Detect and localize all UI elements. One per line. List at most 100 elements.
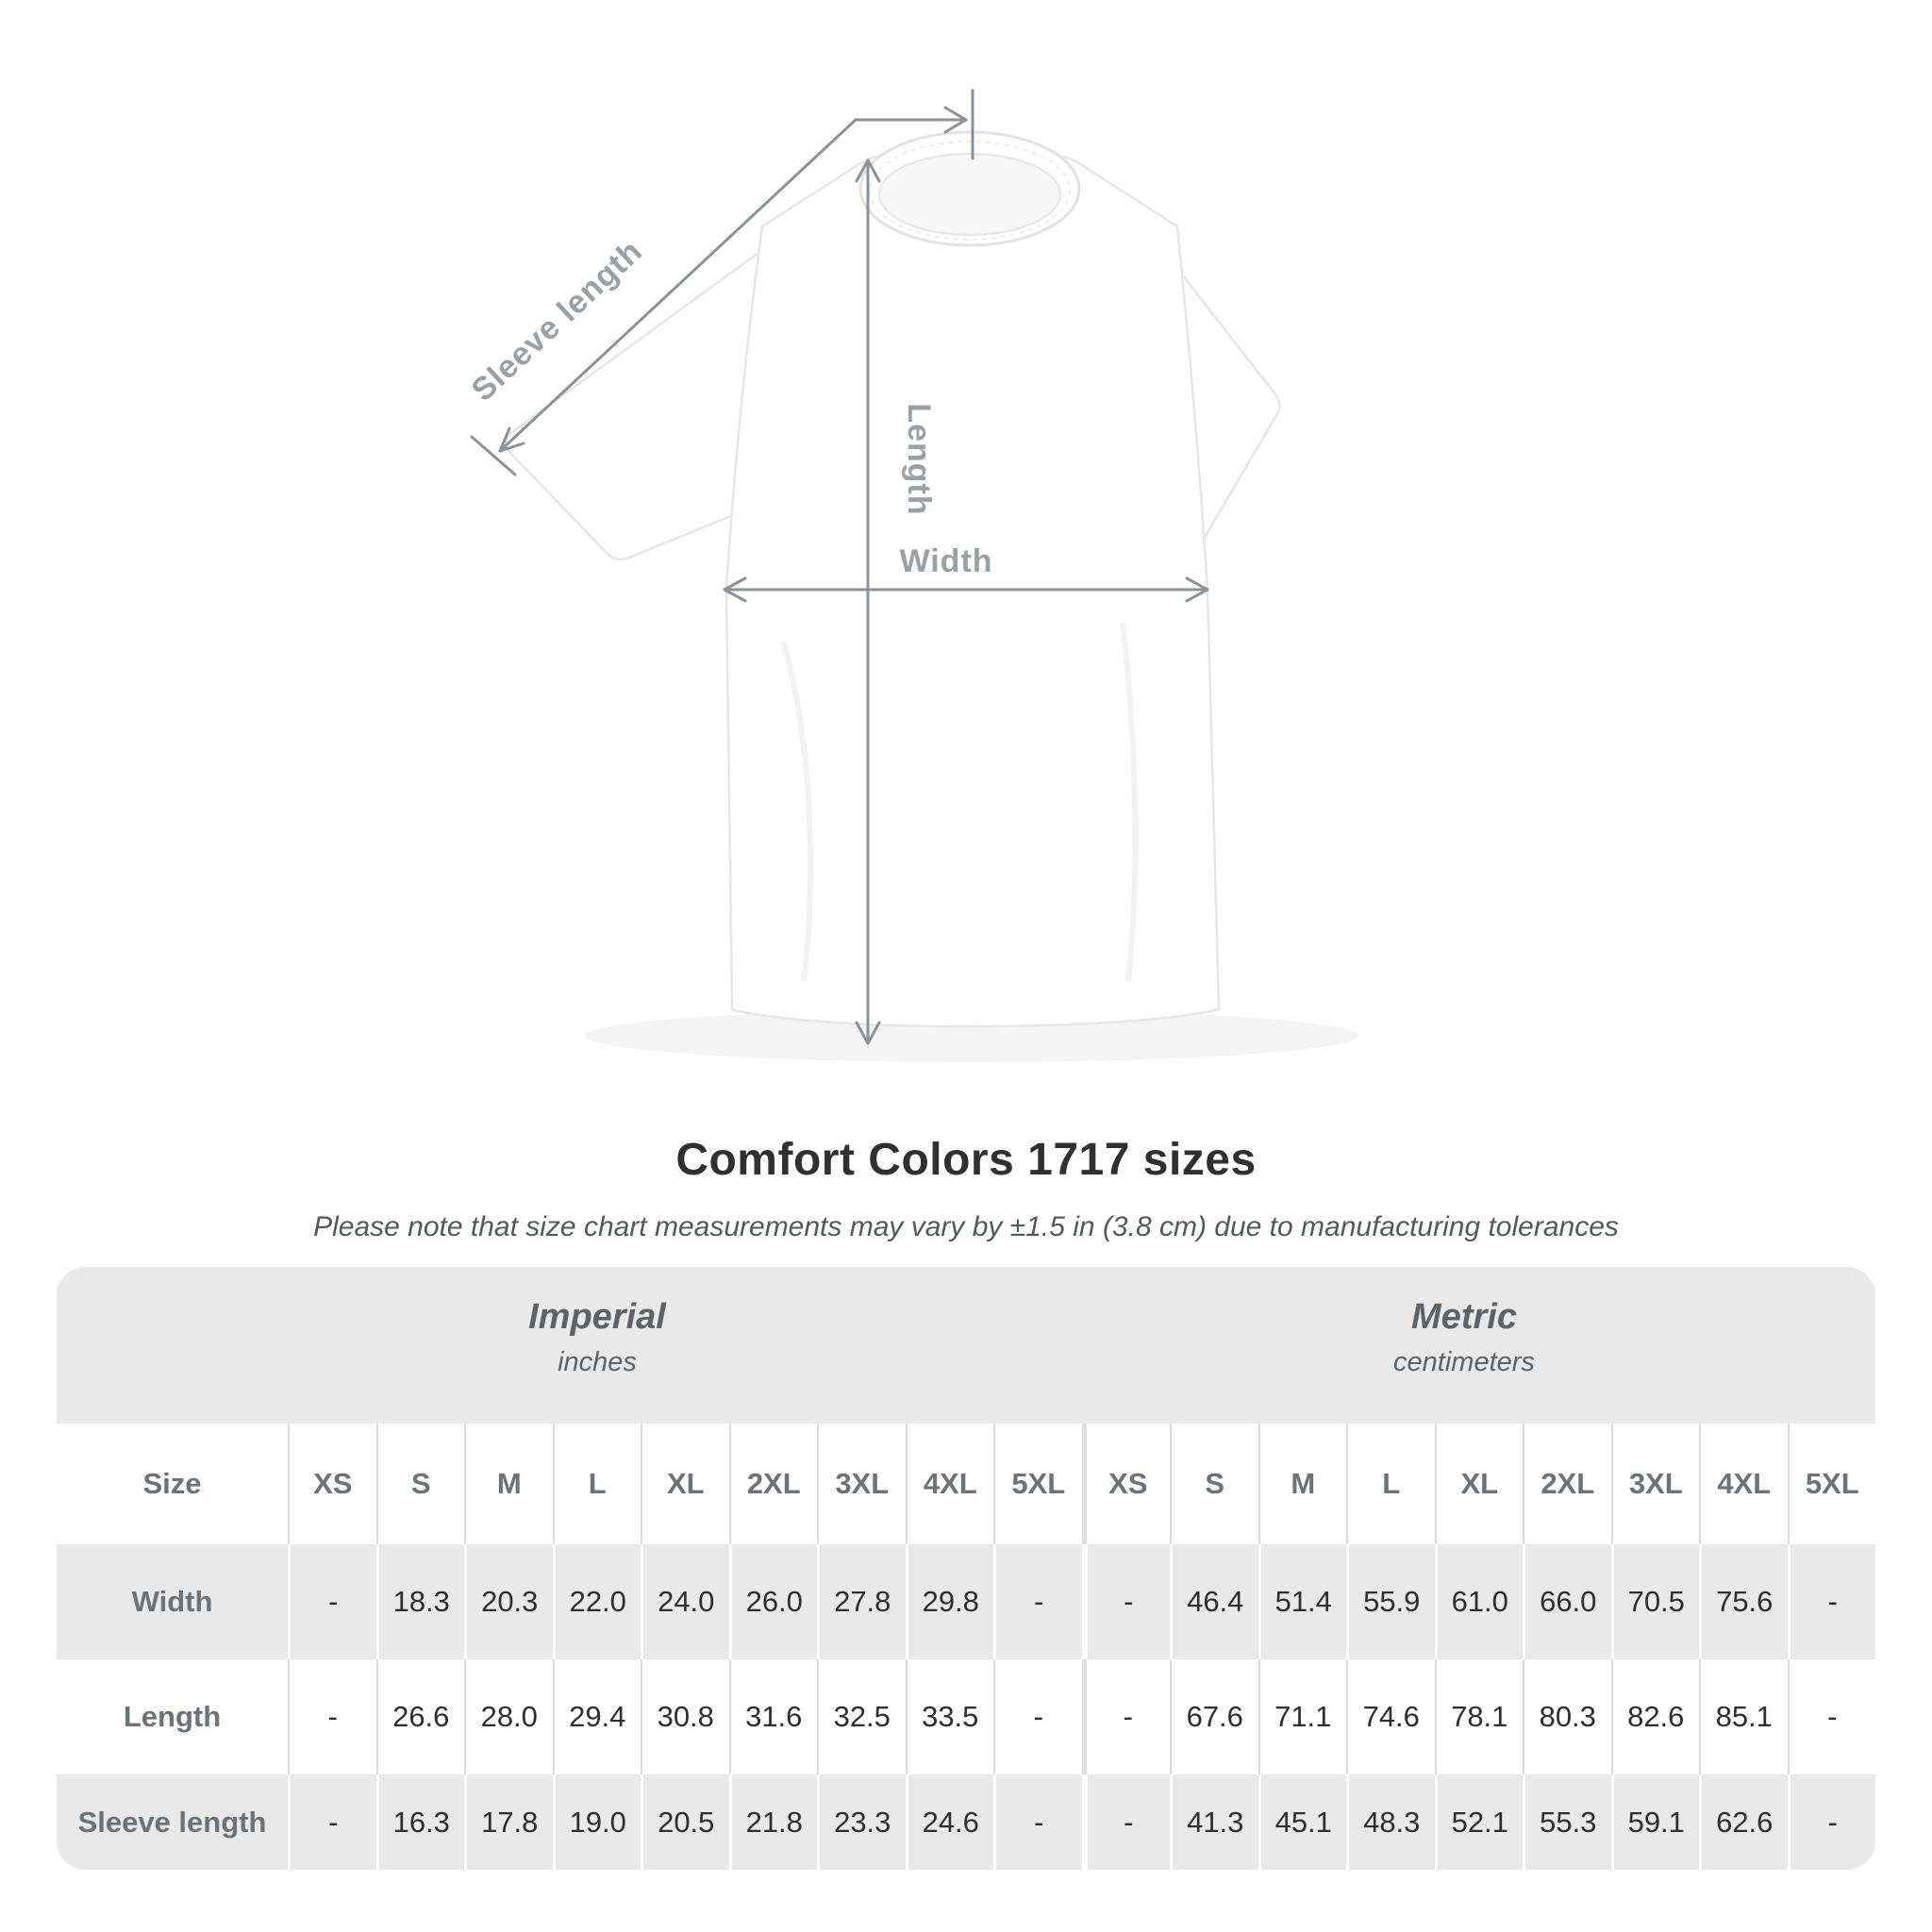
row-label: Width (131, 1585, 213, 1618)
size-column-header: Size (142, 1467, 202, 1500)
size-cell-metric: 3XL (1610, 1424, 1700, 1544)
size-cell-metric: L (1346, 1424, 1435, 1544)
value-cell: 32.5 (817, 1659, 906, 1774)
value-cell: - (1081, 1544, 1171, 1659)
tshirt-left-sleeve (505, 221, 802, 561)
size-cell-imperial: M (464, 1424, 553, 1544)
value-cell: 22.0 (552, 1544, 641, 1659)
value-cell: 66.0 (1523, 1544, 1611, 1659)
tshirt-collar-inner (878, 153, 1061, 236)
value-cell: - (1787, 1774, 1876, 1870)
size-cell-metric: XS (1081, 1424, 1171, 1544)
size-cell-metric: 2XL (1523, 1424, 1611, 1544)
metric-unit: centimeters (1393, 1347, 1535, 1377)
tshirt-body (724, 145, 1221, 1028)
size-cell-imperial: L (552, 1424, 641, 1544)
measurement-lines (470, 89, 1209, 1045)
value-cell: - (1081, 1774, 1171, 1870)
tshirt-graphic (505, 130, 1281, 1028)
value-cell: - (1787, 1544, 1876, 1659)
size-header-row: Size XS S M L XL 2XL 3XL 4XL 5XL XS S M L XL 2XL 3XL 4XL… (57, 1424, 1875, 1544)
value-cell: - (288, 1544, 376, 1659)
value-cell: 80.3 (1523, 1659, 1611, 1774)
value-cell: 71.1 (1257, 1659, 1347, 1774)
size-cell-imperial: 4XL (905, 1424, 994, 1544)
table-row-sleeve-length: Sleeve length -16.3 17.8 19.0 20.5 21.8 23.3 2… (57, 1774, 1875, 1870)
value-cell: 31.6 (728, 1659, 818, 1774)
value-cell: 85.1 (1699, 1659, 1788, 1774)
value-cell: 18.3 (375, 1544, 465, 1659)
width-right-arrowhead (1185, 576, 1209, 603)
value-cell: 67.6 (1170, 1659, 1258, 1774)
value-cell: - (993, 1774, 1082, 1870)
sleeve-measure-diagonal-line (498, 118, 858, 453)
value-cell: - (288, 1659, 376, 1774)
table-row-length: Length -26.6 28.0 29.4 30.8 31.6 32.5 33.5- -67… (57, 1659, 1875, 1774)
value-cell: 55.3 (1523, 1774, 1611, 1870)
value-cell: 62.6 (1699, 1774, 1788, 1870)
imperial-section-header: Imperial inches (57, 1267, 1081, 1424)
value-cell: - (1787, 1659, 1876, 1774)
value-cell: - (288, 1774, 376, 1870)
length-label: Length (901, 403, 937, 515)
value-cell: 51.4 (1257, 1544, 1347, 1659)
fabric-fold (1120, 622, 1139, 982)
value-cell: 45.1 (1257, 1774, 1347, 1870)
value-cell: 24.0 (641, 1544, 729, 1659)
unit-header-band: Imperial inches Metric centimeters (57, 1267, 1875, 1424)
size-cell-metric: S (1170, 1424, 1258, 1544)
fabric-fold (780, 641, 814, 982)
imperial-unit: inches (558, 1347, 637, 1377)
value-cell: 26.0 (728, 1544, 818, 1659)
value-cell: 46.4 (1170, 1544, 1258, 1659)
value-cell: 82.6 (1610, 1659, 1700, 1774)
value-cell: 27.8 (817, 1544, 906, 1659)
size-cell-imperial: XL (641, 1424, 729, 1544)
table-row-width: Width -18.3 20.3 22.0 24.0 26.0 27.8 29.8- -46.… (57, 1544, 1875, 1659)
tshirt-measurement-diagram: Sleeve length Length Width (465, 89, 1358, 1062)
length-bottom-arrowhead (855, 1021, 881, 1045)
value-cell: 19.0 (552, 1774, 641, 1870)
sleeve-cuff-tick (470, 435, 517, 476)
value-cell: 33.5 (905, 1659, 994, 1774)
value-cell: 78.1 (1434, 1659, 1524, 1774)
page-title: Comfort Colors 1717 sizes (675, 1135, 1257, 1185)
value-cell: 52.1 (1434, 1774, 1524, 1870)
value-cell: 41.3 (1170, 1774, 1258, 1870)
value-cell: 29.8 (905, 1544, 994, 1659)
size-cell-metric: 4XL (1699, 1424, 1788, 1544)
value-cell: - (993, 1544, 1082, 1659)
value-cell: - (993, 1659, 1082, 1774)
value-cell: 61.0 (1434, 1544, 1524, 1659)
value-cell: 20.5 (641, 1774, 729, 1870)
value-cell: 24.6 (905, 1774, 994, 1870)
length-top-arrowhead (855, 158, 881, 183)
value-cell: 29.4 (552, 1659, 641, 1774)
width-left-arrowhead (723, 576, 747, 603)
sleeve-measure-cuff-arrowhead (498, 426, 525, 453)
size-cell-metric: XL (1434, 1424, 1524, 1544)
size-cell-imperial: XS (288, 1424, 376, 1544)
value-cell: 30.8 (641, 1659, 729, 1774)
value-cell: 59.1 (1610, 1774, 1700, 1870)
value-cell: 17.8 (464, 1774, 553, 1870)
width-label: Width (899, 543, 992, 579)
row-label: Length (123, 1700, 222, 1733)
value-cell: 75.6 (1699, 1544, 1788, 1659)
size-cell-metric: M (1257, 1424, 1347, 1544)
value-cell: 55.9 (1346, 1544, 1435, 1659)
size-cell-imperial: 2XL (728, 1424, 818, 1544)
row-label: Sleeve length (77, 1805, 267, 1839)
value-cell: 16.3 (375, 1774, 465, 1870)
metric-section-header: Metric centimeters (1081, 1267, 1875, 1424)
value-cell: 28.0 (464, 1659, 553, 1774)
value-cell: 20.3 (464, 1544, 553, 1659)
imperial-title: Imperial (528, 1297, 666, 1337)
value-cell: 74.6 (1346, 1659, 1435, 1774)
shirt-shadow (585, 1009, 1358, 1062)
sleeve-measure-right-arrowhead (943, 106, 968, 134)
size-cell-imperial: S (375, 1424, 465, 1544)
value-cell: 23.3 (817, 1774, 906, 1870)
size-chart-table: Imperial inches Metric centimeters Size … (57, 1267, 1875, 1870)
